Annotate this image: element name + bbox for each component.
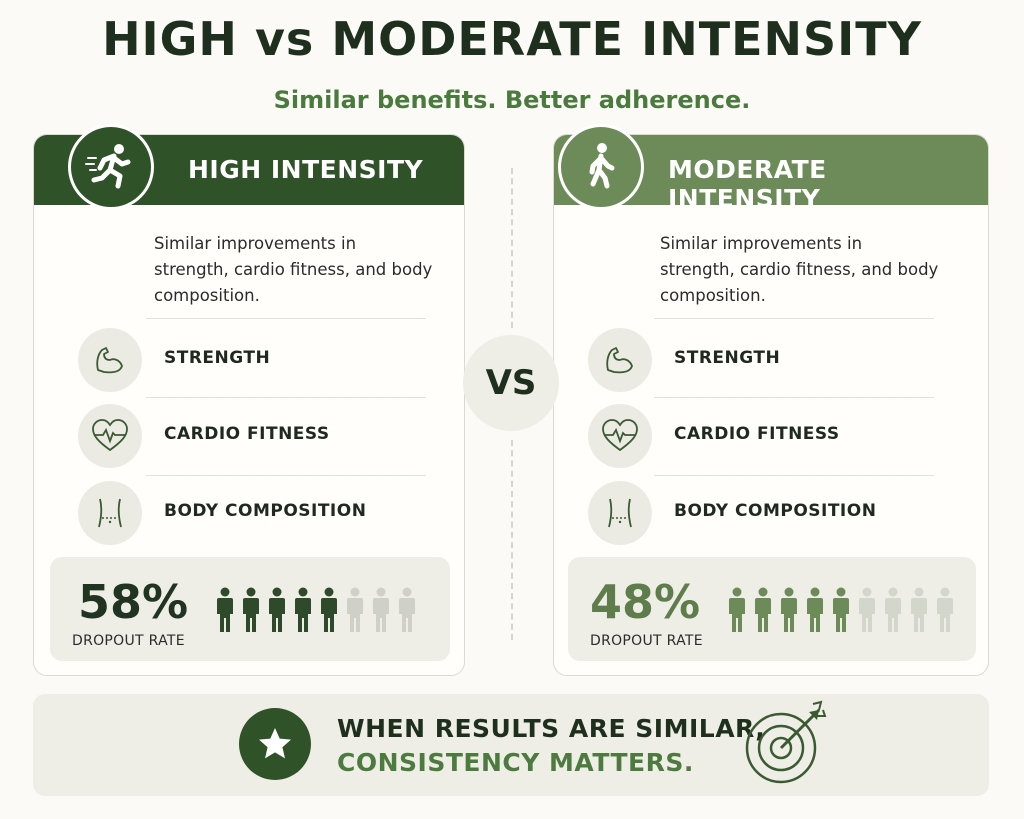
moderate-intensity-title: MODERATE INTENSITY: [668, 155, 827, 213]
high-intensity-card: HIGH INTENSITY Similar improvements in s…: [33, 134, 465, 676]
high-dropout-people: [214, 587, 418, 633]
star-icon: [239, 708, 311, 780]
moderate-dropout-value: 48%: [590, 575, 701, 629]
benefit-cardio: CARDIO FITNESS: [78, 401, 428, 471]
person-icon-dropout: [781, 587, 797, 632]
person-icon-dropout: [217, 587, 233, 632]
footer-line-2: CONSISTENCY MATTERS.: [337, 748, 694, 777]
target-arrow-icon: [739, 700, 829, 794]
footer-banner: WHEN RESULTS ARE SIMILAR, CONSISTENCY MA…: [33, 694, 989, 796]
high-intensity-description: Similar improvements in strength, cardio…: [154, 234, 433, 305]
benefit-label: BODY COMPOSITION: [164, 501, 367, 521]
divider: [654, 397, 934, 398]
benefit-cardio: CARDIO FITNESS: [588, 401, 938, 471]
benefit-body-composition: BODY COMPOSITION: [78, 478, 428, 548]
divider: [146, 397, 426, 398]
divider: [146, 318, 426, 319]
benefit-strength: STRENGTH: [78, 325, 428, 395]
person-icon-retained: [347, 587, 363, 632]
vs-divider-top: [511, 168, 513, 328]
torso-icon: [78, 481, 142, 545]
moderate-intensity-description: Similar improvements in strength, cardio…: [660, 234, 939, 305]
vs-badge: VS: [463, 335, 559, 431]
person-icon-dropout: [807, 587, 823, 632]
benefit-label: STRENGTH: [674, 348, 781, 368]
person-icon-retained: [399, 587, 415, 632]
moderate-dropout-people: [726, 587, 956, 633]
high-dropout-value: 58%: [78, 575, 189, 629]
person-icon-retained: [859, 587, 875, 632]
moderate-intensity-card: MODERATE INTENSITY Similar improvements …: [553, 134, 989, 676]
person-icon-retained: [937, 587, 953, 632]
footer-line-1: WHEN RESULTS ARE SIMILAR,: [337, 714, 766, 743]
moderate-dropout-label: DROPOUT RATE: [590, 633, 703, 649]
high-dropout-stat: 58% DROPOUT RATE: [50, 557, 450, 661]
heart-pulse-icon: [78, 404, 142, 468]
person-icon-dropout: [729, 587, 745, 632]
person-icon-retained: [373, 587, 389, 632]
person-icon-dropout: [833, 587, 849, 632]
benefit-label: STRENGTH: [164, 348, 271, 368]
divider: [654, 318, 934, 319]
vs-divider-bottom: [511, 440, 513, 640]
benefit-label: CARDIO FITNESS: [674, 424, 840, 444]
person-icon-dropout: [295, 587, 311, 632]
running-person-icon: [68, 124, 154, 210]
flexed-arm-icon: [588, 328, 652, 392]
divider: [146, 475, 426, 476]
high-dropout-label: DROPOUT RATE: [72, 633, 185, 649]
torso-icon: [588, 481, 652, 545]
moderate-dropout-stat: 48% DROPOUT RATE: [568, 557, 976, 661]
person-icon-retained: [885, 587, 901, 632]
person-icon-dropout: [269, 587, 285, 632]
benefit-body-composition: BODY COMPOSITION: [588, 478, 938, 548]
person-icon-retained: [911, 587, 927, 632]
heart-pulse-icon: [588, 404, 652, 468]
page-title: HIGH vs MODERATE INTENSITY: [102, 12, 922, 66]
divider: [654, 475, 934, 476]
benefit-label: BODY COMPOSITION: [674, 501, 877, 521]
page-subtitle: Similar benefits. Better adherence.: [273, 86, 751, 114]
benefit-label: CARDIO FITNESS: [164, 424, 330, 444]
person-icon-dropout: [243, 587, 259, 632]
person-icon-dropout: [321, 587, 337, 632]
benefit-strength: STRENGTH: [588, 325, 938, 395]
flexed-arm-icon: [78, 328, 142, 392]
person-icon-dropout: [755, 587, 771, 632]
high-intensity-title: HIGH INTENSITY: [188, 155, 424, 184]
walking-person-icon: [558, 124, 644, 210]
